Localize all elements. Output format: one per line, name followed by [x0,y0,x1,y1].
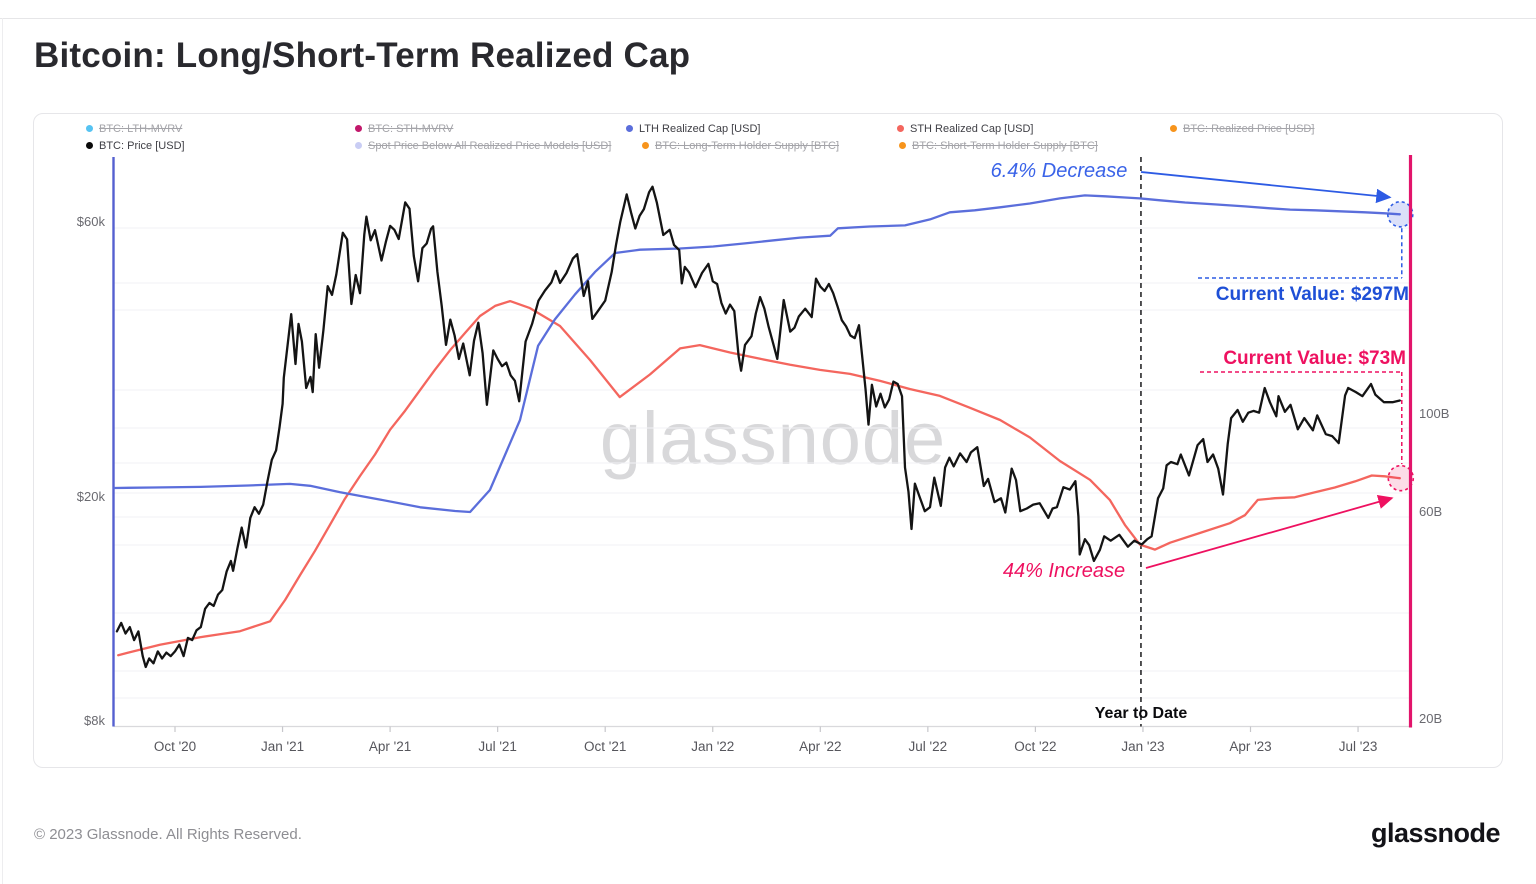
x-axis-tick-label: Apr '21 [368,739,412,754]
y-axis-right-label: 20B [1419,711,1443,726]
page-edge-line [2,18,3,884]
legend-item-label: BTC: Long-Term Holder Supply [BTC] [655,139,840,152]
lth-endpoint-highlight [1386,200,1414,228]
y-axis-right-label: 60B [1419,504,1443,519]
legend-item-6[interactable]: Spot Price Below All Realized Price Mode… [355,138,611,153]
legend-item-4[interactable]: BTC: Realized Price [USD] [1170,121,1314,136]
legend-item-label: BTC: STH-MVRV [368,122,454,135]
glassnode-watermark: glassnode [599,397,947,480]
footer-copyright: © 2023 Glassnode. All Rights Reserved. [34,826,302,843]
sth-change-annotation: 44% Increase [1002,560,1126,582]
sth-endpoint-highlight [1387,464,1415,492]
legend-item-0[interactable]: BTC: LTH-MVRV [86,121,182,136]
lth-realized-cap-line [113,194,1401,514]
legend-item-label: Spot Price Below All Realized Price Mode… [368,139,612,152]
x-axis-tick-label: Apr '22 [799,739,842,754]
lth-change-annotation: 6.4% Decrease [990,160,1128,182]
series-color-dot [1170,125,1177,132]
sth-realized-cap-line [117,299,1401,657]
series-color-dot [642,142,649,149]
series-color-dot [897,125,904,132]
y-axis-left-label: $8k [84,713,105,728]
legend-item-5[interactable]: BTC: Price [USD] [86,138,185,153]
legend-item-label: BTC: Price [USD] [99,139,185,152]
x-axis-tick-label: Jul '23 [1338,739,1378,754]
year-to-date-label: Year to Date [1094,705,1188,722]
sth-current-value-annotation: Current Value: $73M [1223,348,1406,369]
x-axis-tick-label: Jan '21 [260,739,305,754]
page-edge-line [0,18,1536,19]
legend-item-label: BTC: LTH-MVRV [99,122,183,135]
x-axis-tick-label: Jul '21 [478,739,517,754]
series-color-dot [355,125,362,132]
x-axis-tick-label: Jan '22 [691,739,735,754]
glassnode-logo: glassnode [1370,818,1501,848]
series-color-dot [86,142,93,149]
legend-item-3[interactable]: STH Realized Cap [USD] [897,121,1034,136]
series-color-dot [626,125,633,132]
y-axis-left-label: $60k [76,213,105,229]
legend-item-7[interactable]: BTC: Long-Term Holder Supply [BTC] [642,138,839,153]
x-axis-tick-label: Apr '23 [1229,739,1272,754]
btc-price-line [115,185,1401,669]
lth-decrease-arrow [1140,171,1392,204]
y-axis-left-label: $20k [76,489,105,504]
x-axis-tick-label: Jul '22 [908,739,948,754]
x-axis-tick-label: Oct '21 [584,739,627,754]
x-axis-tick-label: Jan '23 [1121,739,1165,754]
legend-item-1[interactable]: BTC: STH-MVRV [355,121,453,136]
lth-current-value-annotation: Current Value: $297M [1215,284,1409,305]
page-title: Bitcoin: Long/Short-Term Realized Cap [34,36,691,75]
legend-item-label: BTC: Short-Term Holder Supply [BTC] [912,139,1098,152]
y-axis-right-label: 100B [1419,406,1450,422]
legend-item-label: STH Realized Cap [USD] [910,122,1034,135]
series-color-dot [355,142,362,149]
sth-increase-arrow [1145,494,1394,569]
series-color-dot [86,125,93,132]
legend-item-label: BTC: Realized Price [USD] [1183,122,1315,135]
legend-item-2[interactable]: LTH Realized Cap [USD] [626,121,760,136]
series-color-dot [899,142,906,149]
legend-item-8[interactable]: BTC: Short-Term Holder Supply [BTC] [899,138,1098,153]
x-axis-tick-label: Oct '20 [153,739,197,754]
x-axis-tick-label: Oct '22 [1014,739,1057,754]
legend-item-label: LTH Realized Cap [USD] [639,122,761,135]
